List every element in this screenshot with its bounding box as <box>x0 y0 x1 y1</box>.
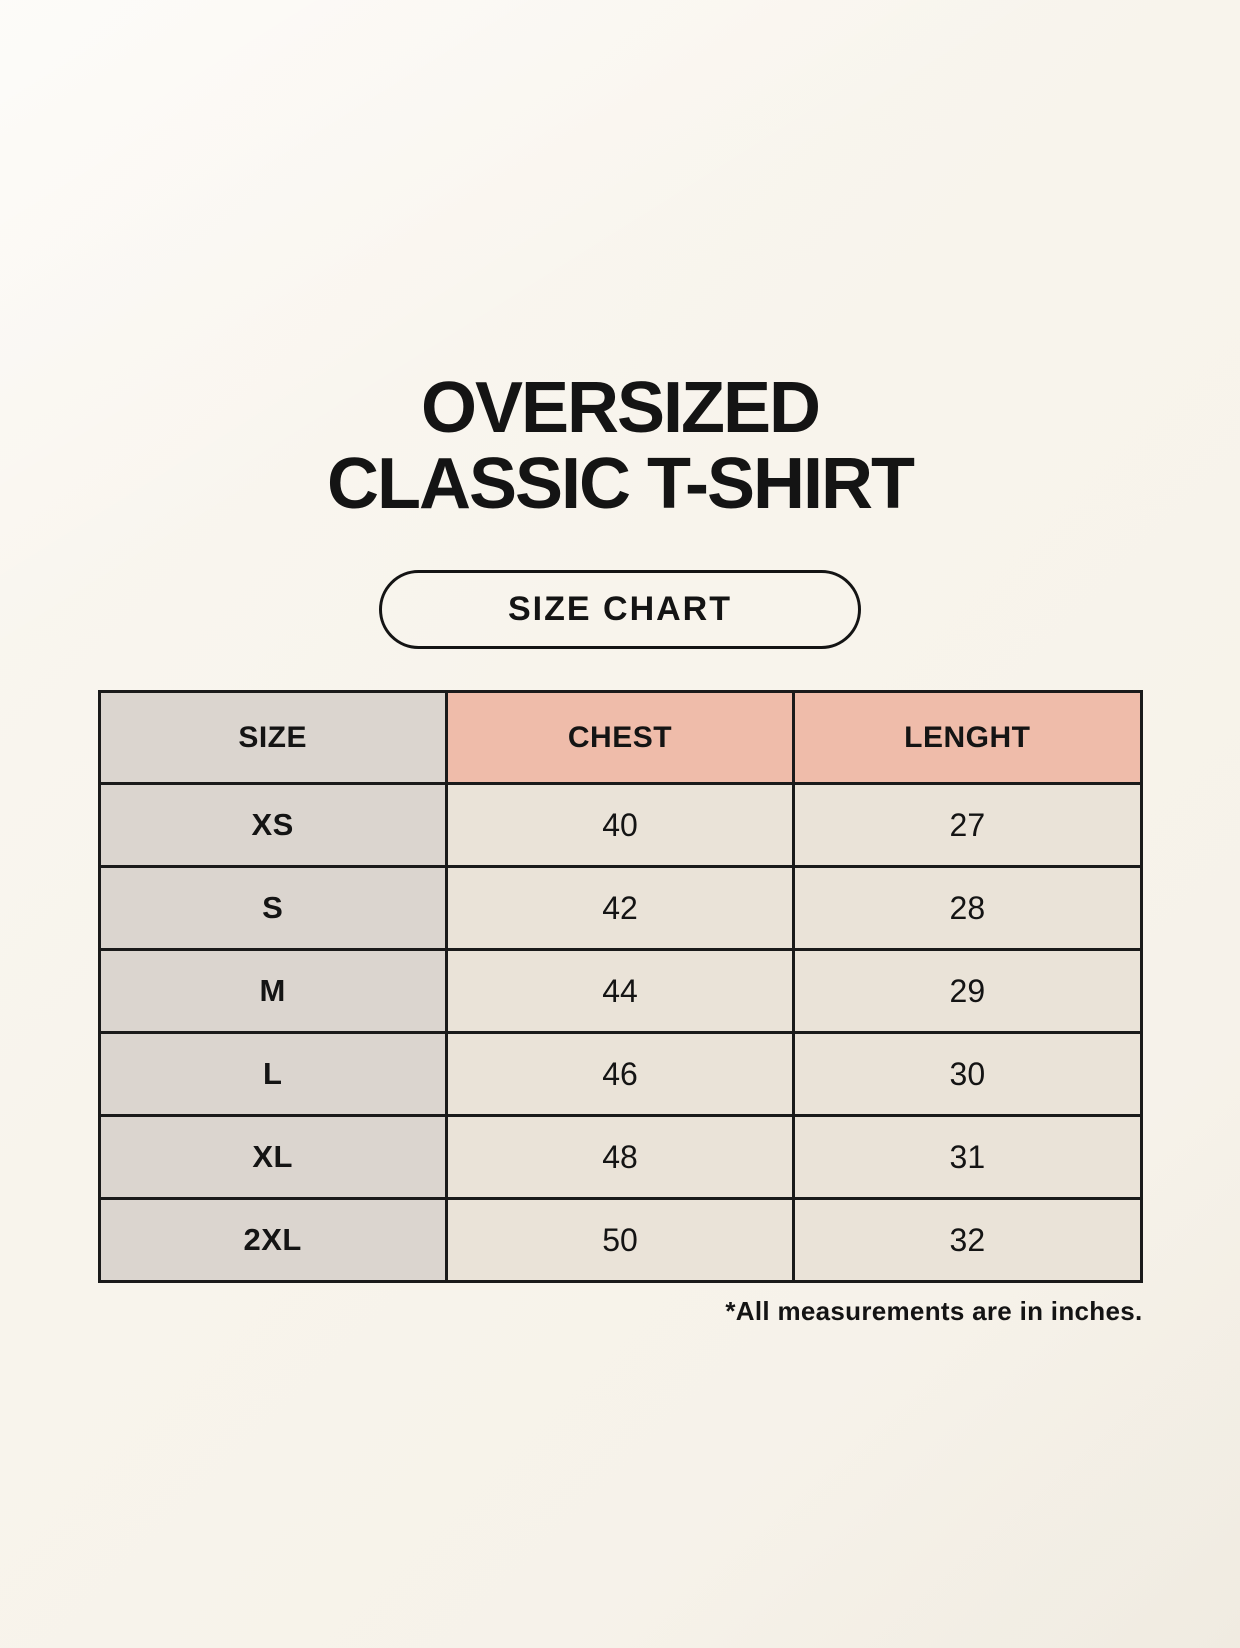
length-cell: 28 <box>792 865 1143 952</box>
table-row-xs: XS 40 27 <box>97 782 1143 869</box>
length-cell: 31 <box>792 1114 1143 1201</box>
product-title-line-2: CLASSIC T-SHIRT <box>326 444 915 525</box>
table-row-l: L 46 30 <box>97 1031 1143 1118</box>
column-header-length: LENGHT <box>792 690 1143 786</box>
size-chart-button[interactable]: SIZE CHART <box>379 570 861 650</box>
chest-cell: 48 <box>444 1114 796 1201</box>
size-table: SIZE CHEST LENGHT XS 40 27 S 42 28 M 44 … <box>97 690 1143 1284</box>
size-cell: M <box>97 948 448 1035</box>
table-row-2xl: 2XL 50 32 <box>97 1197 1143 1284</box>
length-cell: 30 <box>792 1031 1143 1118</box>
column-header-chest: CHEST <box>444 690 796 786</box>
chest-cell: 40 <box>444 782 796 869</box>
size-cell: L <box>97 1031 448 1118</box>
size-cell: XS <box>97 782 448 869</box>
chest-cell: 44 <box>444 948 796 1035</box>
size-cell: XL <box>97 1114 448 1201</box>
table-row-m: M 44 29 <box>97 948 1143 1035</box>
length-cell: 32 <box>792 1197 1143 1284</box>
length-cell: 27 <box>792 782 1143 869</box>
chest-cell: 46 <box>444 1031 796 1118</box>
column-header-size: SIZE <box>97 690 448 786</box>
product-title-line-1: OVERSIZED <box>420 368 821 449</box>
table-row-s: S 42 28 <box>97 865 1143 952</box>
length-cell: 29 <box>792 948 1143 1035</box>
measurements-footnote: *All measurements are in inches. <box>725 1296 1143 1327</box>
chest-cell: 50 <box>444 1197 796 1284</box>
size-cell: 2XL <box>97 1197 448 1284</box>
size-chart-button-label: SIZE CHART <box>508 590 732 629</box>
size-table-header-row: SIZE CHEST LENGHT <box>97 690 1143 786</box>
size-chart-page: OVERSIZED CLASSIC T-SHIRT SIZE CHART SIZ… <box>0 48 1240 1648</box>
chest-cell: 42 <box>444 865 796 952</box>
product-title: OVERSIZED CLASSIC T-SHIRT <box>0 48 1240 522</box>
table-row-xl: XL 48 31 <box>97 1114 1143 1201</box>
size-cell: S <box>97 865 448 952</box>
